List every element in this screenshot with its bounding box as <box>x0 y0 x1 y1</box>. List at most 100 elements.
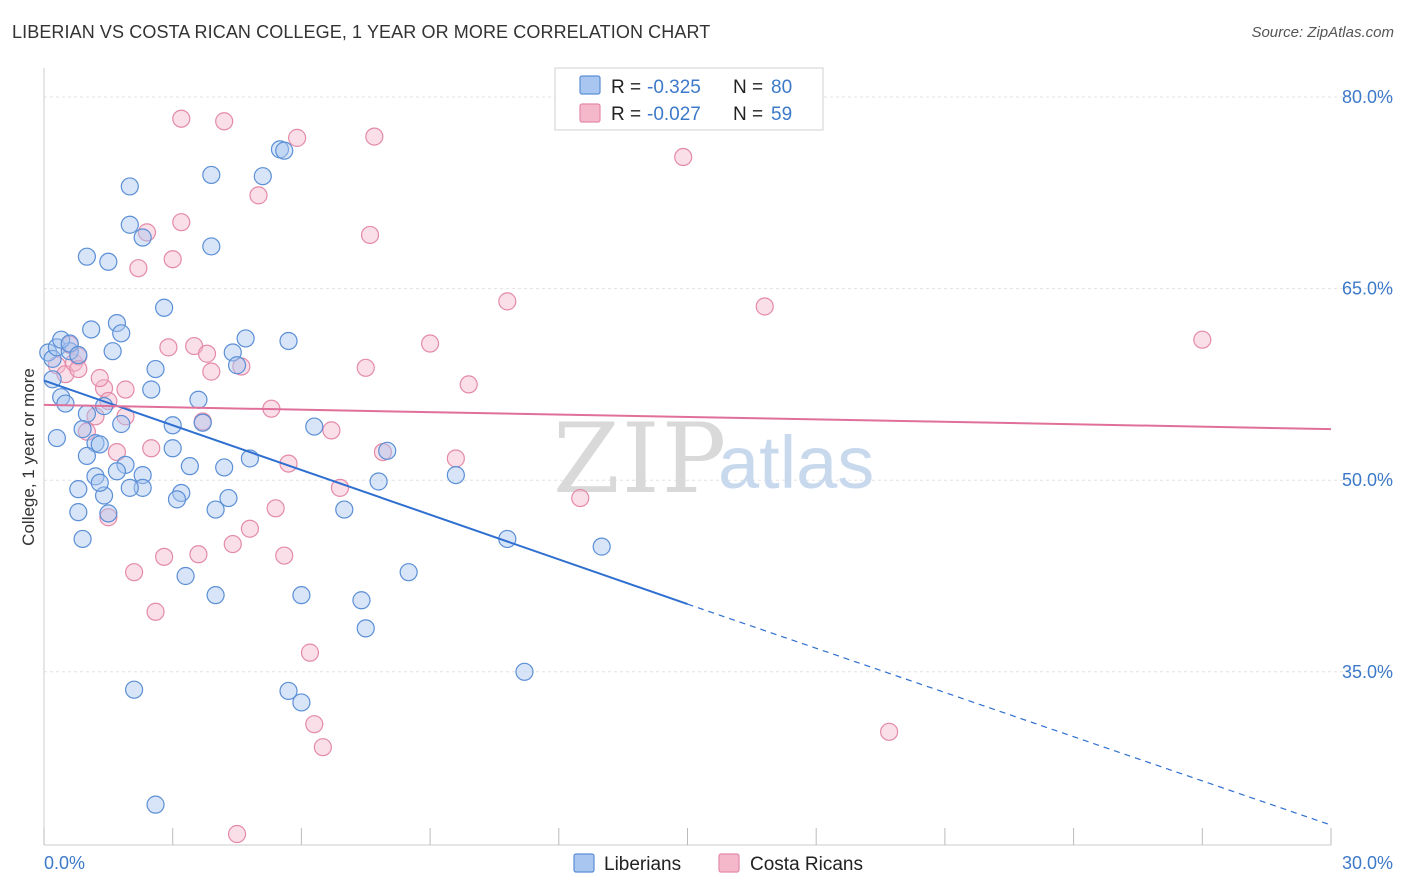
costa-rican-point-52 <box>571 488 590 508</box>
costa-rican-point-24 <box>189 545 208 564</box>
costa-rican-point-27 <box>202 362 221 381</box>
legend-swatch-liberians <box>579 75 601 95</box>
costa-rican-point-57 <box>227 824 247 844</box>
liberian-point-19 <box>90 435 109 454</box>
liberian-point-28 <box>133 465 152 485</box>
watermark-atlas: atlas <box>718 421 874 504</box>
liberian-point-16 <box>77 404 97 423</box>
costa-rican-point-50 <box>459 375 478 394</box>
trend-lines <box>43 379 1332 826</box>
liberian-point-35 <box>133 228 152 247</box>
liberian-point-32 <box>133 478 152 497</box>
liberian-point-34 <box>107 462 127 481</box>
liberian-point-36 <box>120 177 139 196</box>
costa-rican-point-40 <box>305 715 324 734</box>
liberian-point-47 <box>202 165 221 185</box>
liberian-point-55 <box>206 586 225 605</box>
liberian-point-22 <box>69 480 88 499</box>
costa-rican-point-44 <box>356 358 375 377</box>
costa-rican-point-18 <box>146 602 165 621</box>
y-tick-labels: 80.0% 65.0% 50.0% 35.0% <box>1342 87 1393 682</box>
legend-n-value-1: 80 <box>771 77 792 98</box>
liberian-point-52 <box>215 458 234 477</box>
liberian-point-75 <box>124 680 144 699</box>
costa-rican-point-41 <box>313 738 332 757</box>
liberian-point-45 <box>189 390 208 409</box>
y-tick-label-2: 50.0% <box>1342 470 1393 490</box>
costa-rican-point-33 <box>266 499 285 518</box>
liberian-point-53 <box>219 488 238 508</box>
liberian-point-26 <box>112 414 131 434</box>
source-label: Source: ZipAtlas.com <box>1251 24 1394 41</box>
liberian-point-39 <box>99 252 118 271</box>
liberian-point-77 <box>69 503 88 522</box>
liberian-point-7 <box>43 370 62 389</box>
liberian-point-51 <box>227 356 247 375</box>
costa-rican-point-36 <box>172 109 191 128</box>
liberian-point-71 <box>446 465 465 485</box>
legend-r-label-1: R = <box>611 77 641 98</box>
series-legend: Liberians Costa Ricans <box>573 853 863 875</box>
liberian-point-78 <box>90 473 109 492</box>
costa-rican-point-21 <box>163 250 182 269</box>
liberians-trend-extension <box>687 603 1332 826</box>
costa-rican-point-48 <box>421 334 440 353</box>
liberian-point-66 <box>352 591 371 610</box>
costa-rican-point-34 <box>275 546 294 565</box>
costa-rican-point-38 <box>288 128 307 147</box>
liberian-point-6 <box>69 345 88 365</box>
x-tick-label-0: 0.0% <box>44 853 85 873</box>
correlation-legend: R = -0.325 N = 80 R = -0.027 N = 59 <box>554 67 824 131</box>
liberian-point-4 <box>52 330 71 349</box>
liberian-point-24 <box>99 504 118 523</box>
axes <box>43 68 1332 846</box>
liberian-point-74 <box>592 537 611 556</box>
costa-rican-point-45 <box>360 225 380 245</box>
costa-rican-point-22 <box>172 213 191 232</box>
costa-rican-point-17 <box>142 439 161 458</box>
costa-rican-point-43 <box>330 478 350 497</box>
y-tick-label-0: 80.0% <box>1342 87 1393 107</box>
bottom-legend-swatch-liberians <box>573 853 595 873</box>
costa-rican-point-49 <box>446 449 465 468</box>
costa-rican-point-54 <box>755 297 774 316</box>
costa-rican-point-10 <box>99 508 118 527</box>
liberian-point-73 <box>515 662 534 681</box>
liberian-point-1 <box>43 349 62 368</box>
liberian-point-57 <box>253 167 272 186</box>
costa-rican-point-55 <box>880 722 899 741</box>
chart-title: LIBERIAN VS COSTA RICAN COLLEGE, 1 YEAR … <box>12 22 711 42</box>
liberian-point-41 <box>163 439 182 458</box>
costa-rican-point-53 <box>674 147 693 167</box>
liberian-point-68 <box>369 472 388 491</box>
liberian-point-59 <box>275 141 294 160</box>
x-tick-labels: 0.0% 30.0% <box>44 853 1393 873</box>
legend-n-label-1: N = <box>733 77 763 98</box>
liberian-point-69 <box>378 441 397 460</box>
liberian-point-48 <box>202 237 221 256</box>
legend-r-label-2: R = <box>611 104 641 125</box>
costa-rican-point-42 <box>322 421 341 440</box>
costa-rican-point-30 <box>240 519 260 538</box>
legend-n-label-2: N = <box>733 104 763 125</box>
liberian-point-79 <box>176 566 195 586</box>
liberian-point-46 <box>193 413 212 432</box>
liberian-point-20 <box>77 446 97 466</box>
liberian-point-62 <box>292 586 311 605</box>
costa-rican-point-14 <box>124 563 144 582</box>
liberian-point-64 <box>305 417 324 436</box>
costa-rican-point-31 <box>249 186 268 205</box>
liberian-point-70 <box>399 563 418 582</box>
costa-rican-point-56 <box>1193 330 1212 349</box>
costa-rican-point-26 <box>197 344 217 363</box>
costa-rican-point-28 <box>223 534 242 554</box>
liberian-point-38 <box>77 247 97 266</box>
x-tick-label-1: 30.0% <box>1342 853 1393 873</box>
liberian-point-11 <box>82 320 101 339</box>
liberian-point-30 <box>146 359 165 379</box>
costa-rican-point-46 <box>365 127 384 146</box>
watermark-zip: ZIP <box>553 403 728 515</box>
liberian-point-67 <box>356 619 375 638</box>
legend-n-value-2: 59 <box>771 104 792 125</box>
